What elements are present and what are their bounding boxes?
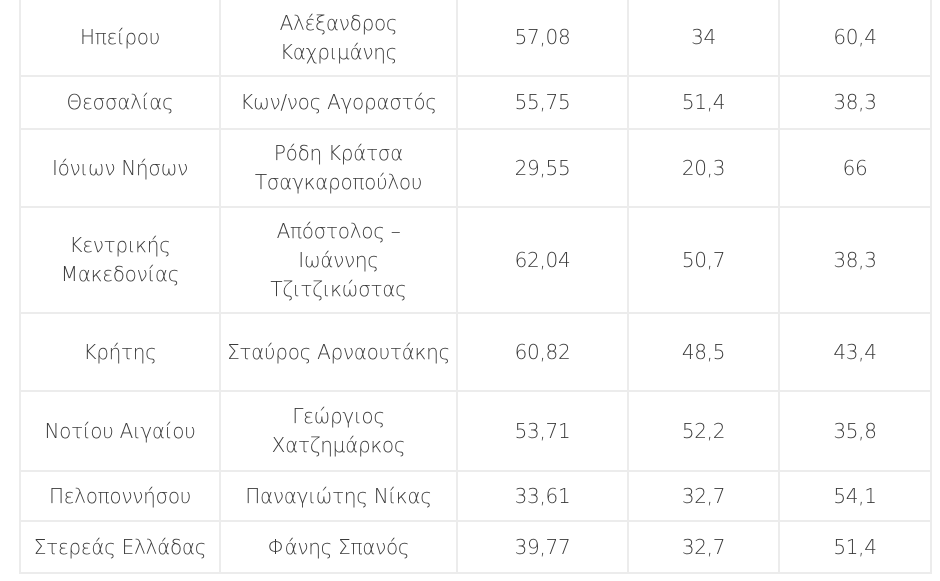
region-cell: Νοτίου Αιγαίου <box>19 390 221 472</box>
value-cell-1: 57,08 <box>456 0 629 77</box>
region-cell: Κρήτης <box>19 312 221 392</box>
value-cell-3: 66 <box>778 128 932 208</box>
region-cell: Θεσσαλίας <box>19 75 221 130</box>
value-cell-2: 32,7 <box>627 470 780 522</box>
table-row: Στερεάς Ελλάδας Φάνης Σπανός 39,77 32,7 51,4 <box>19 520 932 574</box>
value-cell-2: 32,7 <box>627 520 780 574</box>
table-row: Ηπείρου Αλέξανδρος Καχριμάνης 57,08 34 60,4 <box>19 0 932 77</box>
table-row: Θεσσαλίας Κων/νος Αγοραστός 55,75 51,4 38,3 <box>19 75 932 130</box>
region-cell: Στερεάς Ελλάδας <box>19 520 221 574</box>
value-cell-2: 34 <box>627 0 780 77</box>
value-cell-3: 38,3 <box>778 206 932 314</box>
name-cell: Παναγιώτης Νίκας <box>219 470 458 522</box>
value-cell-2: 50,7 <box>627 206 780 314</box>
table-row: Κρήτης Σταύρος Αρναουτάκης 60,82 48,5 43,4 <box>19 312 932 392</box>
value-cell-1: 53,71 <box>456 390 629 472</box>
table-row: Κεντρικής Μακεδονίας Απόστολος – Ιωάννης … <box>19 206 932 314</box>
value-cell-3: 35,8 <box>778 390 932 472</box>
value-cell-2: 48,5 <box>627 312 780 392</box>
name-cell: Γεώργιος Χατζημάρκος <box>219 390 458 472</box>
region-cell: Πελοποννήσου <box>19 470 221 522</box>
table-row: Ιόνιων Νήσων Ρόδη Κράτσα Τσαγκαροπούλου 29… <box>19 128 932 208</box>
region-cell: Ιόνιων Νήσων <box>19 128 221 208</box>
value-cell-2: 52,2 <box>627 390 780 472</box>
name-cell: Κων/νος Αγοραστός <box>219 75 458 130</box>
value-cell-3: 38,3 <box>778 75 932 130</box>
value-cell-1: 39,77 <box>456 520 629 574</box>
name-cell: Φάνης Σπανός <box>219 520 458 574</box>
name-cell: Αλέξανδρος Καχριμάνης <box>219 0 458 77</box>
name-cell: Σταύρος Αρναουτάκης <box>219 312 458 392</box>
value-cell-1: 62,04 <box>456 206 629 314</box>
value-cell-1: 33,61 <box>456 470 629 522</box>
value-cell-2: 20,3 <box>627 128 780 208</box>
table-row: Πελοποννήσου Παναγιώτης Νίκας 33,61 32,7 54,… <box>19 470 932 522</box>
name-cell: Απόστολος – Ιωάννης Τζιτζικώστας <box>219 206 458 314</box>
region-cell: Κεντρικής Μακεδονίας <box>19 206 221 314</box>
value-cell-1: 60,82 <box>456 312 629 392</box>
value-cell-3: 54,1 <box>778 470 932 522</box>
value-cell-2: 51,4 <box>627 75 780 130</box>
value-cell-3: 60,4 <box>778 0 932 77</box>
name-cell: Ρόδη Κράτσα Τσαγκαροπούλου <box>219 128 458 208</box>
table-row: Νοτίου Αιγαίου Γεώργιος Χατζημάρκος 53,71 5… <box>19 390 932 472</box>
value-cell-3: 43,4 <box>778 312 932 392</box>
value-cell-3: 51,4 <box>778 520 932 574</box>
value-cell-1: 29,55 <box>456 128 629 208</box>
results-table: Ηπείρου Αλέξανδρος Καχριμάνης 57,08 34 60,4 Θ… <box>19 0 932 574</box>
value-cell-1: 55,75 <box>456 75 629 130</box>
region-cell: Ηπείρου <box>19 0 221 77</box>
